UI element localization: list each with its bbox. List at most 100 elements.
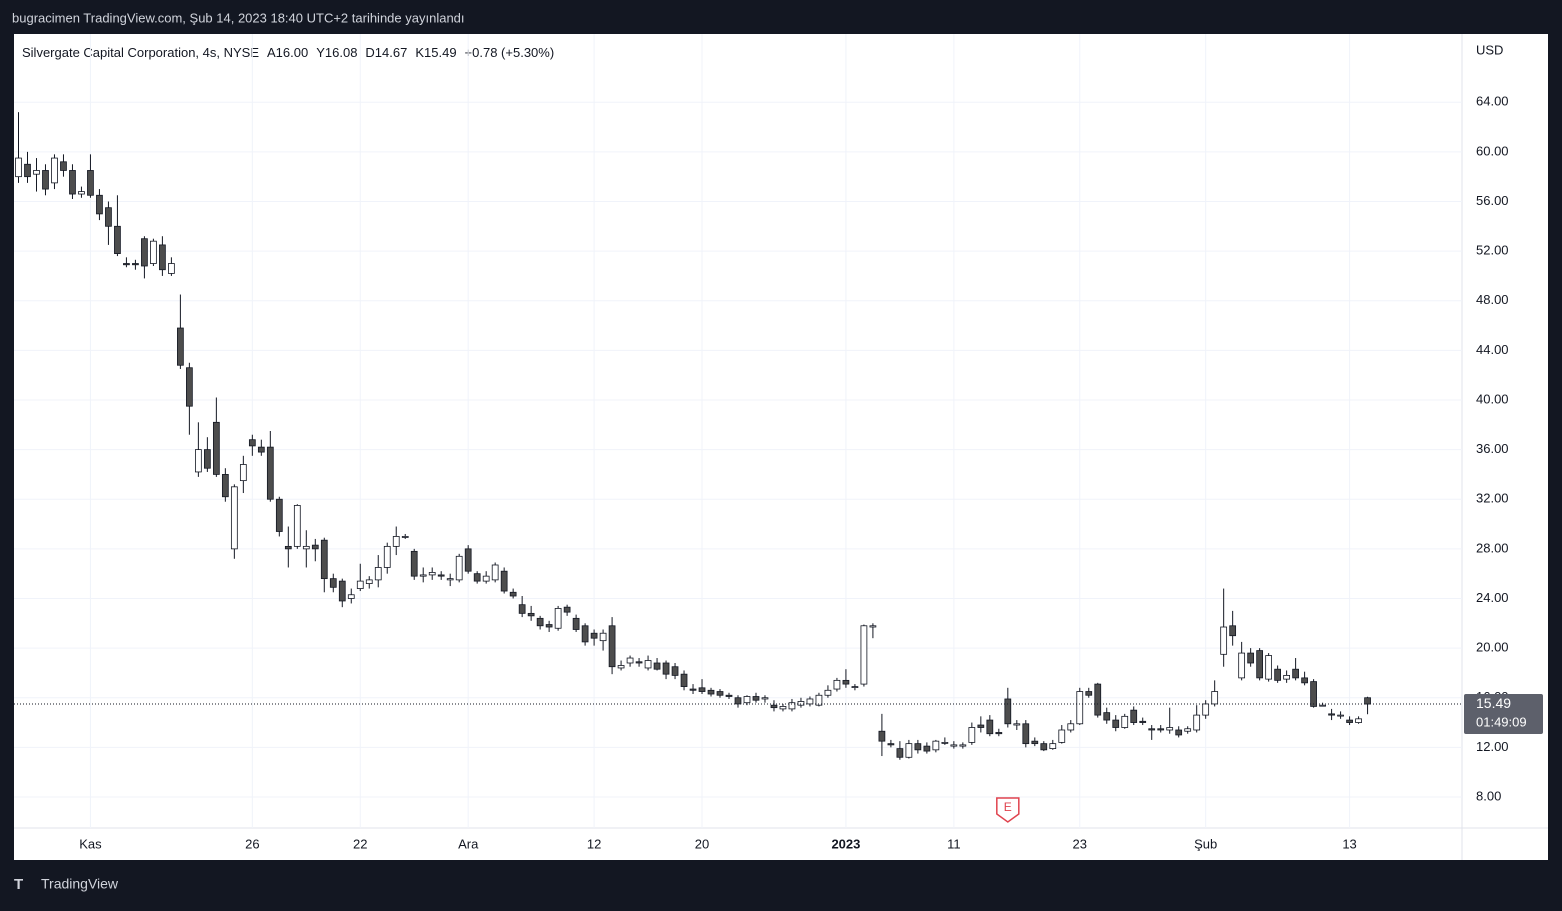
candle-body [87, 170, 94, 196]
candle-body [743, 696, 751, 704]
candle-body [842, 679, 850, 685]
candle-body [1103, 712, 1111, 721]
candle-body [824, 689, 832, 696]
price-tag [1464, 694, 1543, 735]
candle-body [977, 724, 985, 728]
candle-body [1004, 698, 1012, 725]
candle-body [707, 689, 715, 695]
candle-body [365, 579, 373, 584]
candle-body [680, 673, 688, 687]
legend: Silvergate Capital Corporation, 4s, NYSE… [22, 45, 554, 60]
candle-body [734, 697, 742, 705]
x-tick-label: Kas [79, 836, 102, 851]
candle-body [1364, 697, 1371, 705]
candle-body [177, 327, 184, 366]
candle-body [1121, 715, 1129, 728]
chart-panel [14, 34, 1548, 860]
y-tick-label: 44.00 [1476, 342, 1509, 357]
brand-logo: T [14, 876, 23, 893]
candle-body [509, 591, 517, 597]
y-tick-label: 40.00 [1476, 391, 1509, 406]
candle-body [1238, 652, 1246, 679]
candle-body [860, 625, 868, 685]
candle-body [1283, 675, 1290, 680]
candle-body [186, 367, 193, 407]
candle-body [239, 464, 247, 482]
candle-body [132, 263, 139, 266]
candle-body [42, 170, 49, 190]
candle-body [15, 157, 22, 178]
candle-body [159, 244, 166, 271]
candle-body [653, 662, 661, 670]
candle-body [338, 580, 346, 602]
y-tick-label: 56.00 [1476, 193, 1509, 208]
currency: USD [1476, 42, 1503, 57]
candle-body [1022, 723, 1030, 745]
candle-body [51, 157, 58, 184]
candle-body [1157, 728, 1165, 731]
footer-brand: T TradingView [14, 876, 119, 893]
candle-body [1148, 728, 1156, 731]
candle-body [959, 744, 967, 747]
x-tick-label: Şub [1194, 836, 1217, 851]
candle-body [590, 632, 598, 639]
x-tick-label: 23 [1073, 836, 1087, 851]
candle-body [311, 544, 319, 550]
candle-body [662, 662, 670, 675]
symbol: Silvergate Capital Corporation, 4s, NYSE [22, 45, 259, 60]
x-tick-label: Ara [458, 836, 479, 851]
candle-body [572, 617, 580, 630]
candle-body [203, 449, 211, 469]
candle-body [1346, 719, 1353, 723]
candle-body [752, 696, 760, 701]
candle-body [770, 704, 778, 709]
candle-body [1337, 714, 1344, 717]
candle-body [1292, 668, 1299, 679]
candle-body [248, 439, 256, 447]
y-tick-label: 32.00 [1476, 491, 1509, 506]
candle-body [671, 666, 679, 676]
y-tick-label: 48.00 [1476, 292, 1509, 307]
candle-body [599, 632, 607, 642]
y-tick-label: 36.00 [1476, 441, 1509, 456]
candle-body [1319, 704, 1326, 707]
ohlc-value: Y16.08 [316, 45, 357, 60]
event-marker-label: E [1004, 800, 1012, 814]
candle-body [1247, 652, 1255, 664]
candle-body [212, 421, 220, 475]
candle-body [1328, 713, 1335, 716]
candle-body [635, 661, 643, 664]
candle-body [419, 574, 427, 577]
y-tick-label: 52.00 [1476, 243, 1509, 258]
candle-body [554, 608, 562, 629]
candle-body [968, 727, 976, 743]
candle-body [1076, 691, 1084, 725]
candle-body [1193, 714, 1201, 731]
candle-body [105, 207, 112, 227]
ohlc-value: K15.49 [415, 45, 456, 60]
candle-body [69, 170, 76, 195]
candle-body [851, 686, 859, 688]
candle-body [887, 743, 895, 746]
candle-body [1067, 723, 1075, 731]
x-tick-label: 26 [245, 836, 259, 851]
candle-body [815, 694, 823, 706]
candle-body [1265, 655, 1273, 680]
published-note: bugracimen TradingView.com, Şub 14, 2023… [12, 10, 465, 25]
candle-body [428, 572, 436, 576]
candle-body [33, 170, 40, 175]
candle-body [275, 498, 283, 532]
candle-body [779, 706, 787, 710]
candle-body [482, 575, 490, 582]
candle-body [347, 594, 355, 599]
candle-body [1031, 740, 1039, 745]
candle-body [527, 612, 535, 617]
candle-body [24, 163, 31, 178]
candle-body [1355, 718, 1362, 723]
candle-body [392, 536, 400, 547]
candle-body [725, 694, 733, 697]
candle-body [1301, 677, 1308, 684]
candle-body [123, 263, 130, 266]
y-tick-label: 64.00 [1476, 94, 1509, 109]
candle-body [896, 748, 904, 758]
